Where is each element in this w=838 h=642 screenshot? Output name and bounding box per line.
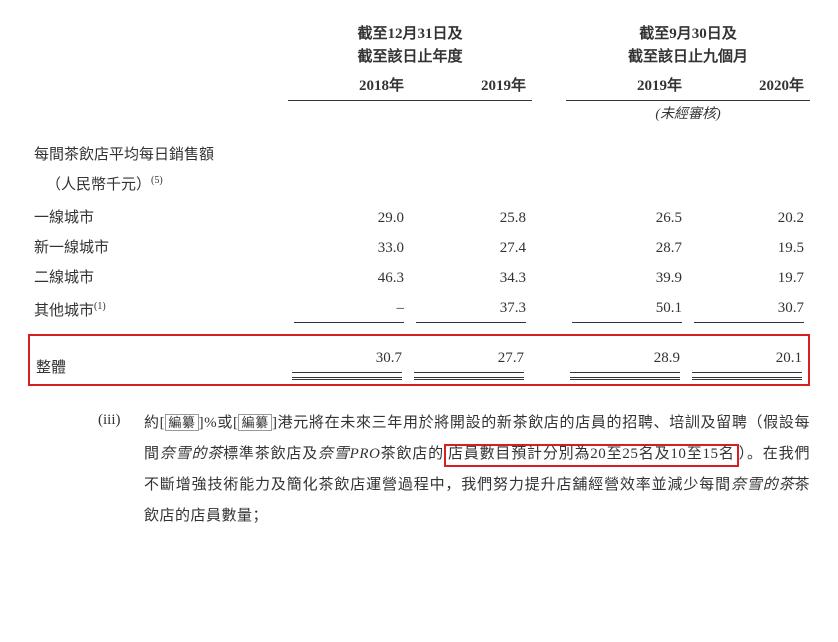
redacted-badge: 編纂 [238, 414, 272, 431]
total-cell: 27.7 [498, 350, 524, 366]
table-row: 新一線城市 33.0 27.4 28.7 19.5 [28, 233, 810, 263]
unaudited-note: (未經審核) [566, 101, 810, 130]
brand-name: 奈雪的茶 [160, 446, 223, 462]
row-label: 二線城市 [34, 270, 94, 286]
brand-name: 奈雪 [318, 446, 350, 462]
paragraph: (iii) 約[編纂]%或[編纂]港元將在未來三年用於將開設的新茶飲店的店員的招… [98, 408, 810, 531]
total-cell: 30.7 [376, 350, 402, 366]
row-label: 一線城市 [34, 210, 94, 226]
cell: 19.5 [688, 233, 810, 263]
cell: 26.5 [566, 203, 688, 233]
year-header-row: 2018年 2019年 2019年 2020年 [28, 71, 810, 101]
currency-note: （人民幣千元） [46, 177, 151, 193]
redacted-badge: 編纂 [165, 414, 199, 431]
financial-table: 截至12月31日及 截至該日止年度 截至9月30日及 截至該日止九個月 2018… [28, 20, 810, 326]
cell: 34.3 [410, 263, 532, 293]
inline-highlight: 店員數目預計分別為20至25名及10至15名 [444, 444, 739, 467]
total-cell: 20.1 [776, 350, 802, 366]
year-2019a: 2019年 [410, 71, 532, 101]
cell: 27.4 [410, 233, 532, 263]
section-title-row: 每間茶飲店平均每日銷售額 [28, 129, 810, 170]
cell: 29.0 [288, 203, 410, 233]
total-cell: 28.9 [654, 350, 680, 366]
brand-name: 奈雪的茶 [731, 477, 794, 493]
section-title: 每間茶飲店平均每日銷售額 [34, 147, 214, 163]
table-row: 一線城市 29.0 25.8 26.5 20.2 [28, 203, 810, 233]
row-label: 其他城市 [34, 303, 94, 319]
cell: 33.0 [288, 233, 410, 263]
year-2020: 2020年 [688, 71, 810, 101]
period-header-2: 截至9月30日及 截至該日止九個月 [566, 20, 810, 71]
cell: 46.3 [288, 263, 410, 293]
currency-sup: (5) [151, 175, 163, 186]
total-highlight-box: 整體 30.7 27.7 28.9 20.1 [28, 334, 810, 386]
paragraph-text: 約[編纂]%或[編纂]港元將在未來三年用於將開設的新茶飲店的店員的招聘、培訓及留… [144, 408, 810, 531]
table-row: 其他城市(1) – 37.3 50.1 30.7 [28, 293, 810, 326]
cell: 28.7 [566, 233, 688, 263]
header-group-row: 截至12月31日及 截至該日止年度 截至9月30日及 截至該日止九個月 [28, 20, 810, 71]
cell: 39.9 [566, 263, 688, 293]
year-2018: 2018年 [288, 71, 410, 101]
row-sup: (1) [94, 301, 106, 312]
cell: 25.8 [410, 203, 532, 233]
currency-note-row: （人民幣千元）(5) [28, 170, 810, 203]
cell: – [294, 296, 404, 323]
cell: 50.1 [572, 296, 682, 323]
paragraph-number: (iii) [98, 408, 144, 531]
cell: 30.7 [694, 296, 804, 323]
cell: 37.3 [416, 296, 526, 323]
row-label: 新一線城市 [34, 240, 109, 256]
cell: 20.2 [688, 203, 810, 233]
period-header-1: 截至12月31日及 截至該日止年度 [288, 20, 532, 71]
year-2019b: 2019年 [566, 71, 688, 101]
cell: 19.7 [688, 263, 810, 293]
total-label: 整體 [36, 360, 66, 376]
table-row: 二線城市 46.3 34.3 39.9 19.7 [28, 263, 810, 293]
unaudited-row: (未經審核) [28, 101, 810, 130]
total-row: 整體 30.7 27.7 28.9 20.1 [30, 336, 808, 384]
